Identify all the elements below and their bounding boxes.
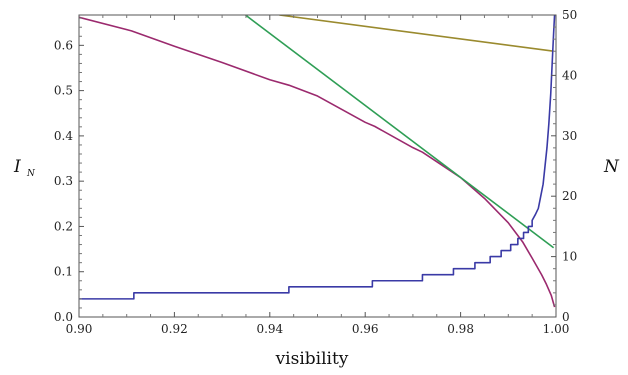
- y-tick-label: 0.4: [54, 129, 73, 143]
- y-tick-label: 0.5: [54, 84, 73, 98]
- axes: 0.90 0.92 0.94 0.96 0.98 1.00 0.0 0.1 0.2 0.3 0.4 0…: [54, 8, 577, 336]
- y2-tick-label: 30: [562, 129, 577, 143]
- x-tick-label: 1.00: [543, 322, 570, 336]
- y-tick-label: 0.1: [54, 265, 73, 279]
- y2-axis-label: N: [603, 157, 620, 177]
- series-line-2: [244, 15, 555, 249]
- y-tick-label: 0.2: [54, 219, 73, 233]
- x-axis-label: visibility: [275, 349, 349, 369]
- series-line-4: [79, 15, 556, 300]
- x-tick-label: 0.98: [447, 322, 474, 336]
- y2-tick-label: 0: [562, 310, 570, 324]
- y-tick-label: 0.6: [54, 38, 73, 52]
- y2-tick-label: 10: [562, 250, 577, 264]
- x-tick-label: 0.90: [66, 322, 93, 336]
- y-tick-label: 0.3: [54, 174, 73, 188]
- y-tick-label: 0.0: [54, 310, 73, 324]
- plot-frame: [78, 14, 557, 318]
- plot-area: [79, 15, 556, 308]
- y-axis-label-subscript: N: [26, 169, 36, 179]
- y2-tick-label: 50: [562, 8, 577, 22]
- x-tick-label: 0.92: [161, 322, 188, 336]
- series-line-3: [279, 15, 554, 53]
- x-tick-label: 0.96: [352, 322, 379, 336]
- y-axis-label: I: [13, 157, 21, 177]
- series-line-1: [79, 16, 556, 308]
- y2-tick-label: 20: [562, 189, 577, 203]
- x-tick-label: 0.94: [256, 322, 283, 336]
- y2-tick-label: 40: [562, 68, 577, 82]
